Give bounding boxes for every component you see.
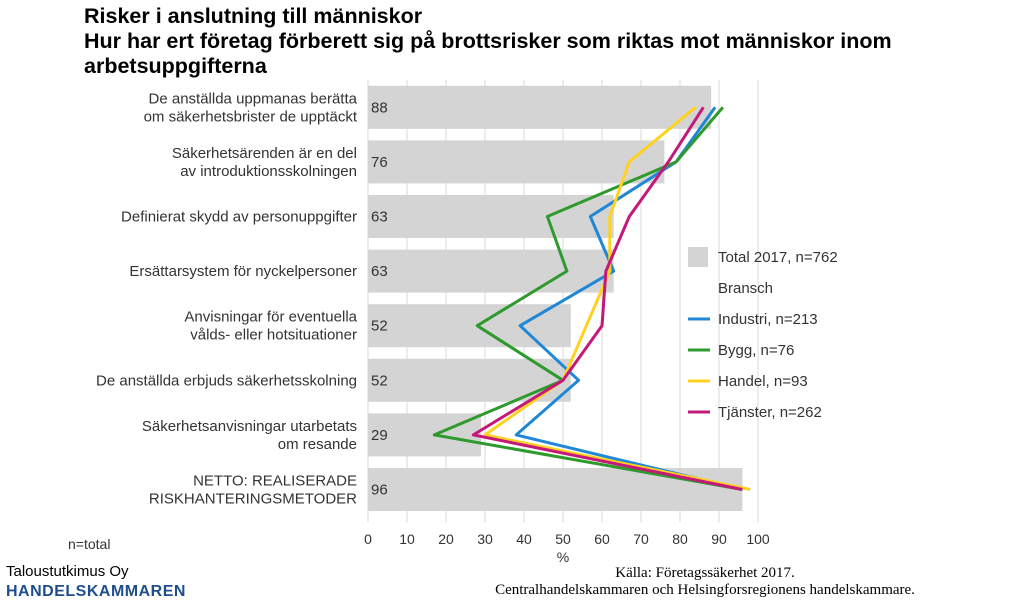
bar-value-label: 52 (371, 372, 388, 389)
bar-value-label: 63 (371, 263, 388, 280)
bar-value-label: 96 (371, 482, 388, 499)
x-tick-label: 50 (555, 531, 571, 547)
x-tick-label: 60 (594, 531, 610, 547)
x-tick-label: 70 (633, 531, 649, 547)
legend-label: Industri, n=213 (718, 311, 818, 328)
bar (368, 304, 571, 348)
legend-label: Handel, n=93 (718, 373, 808, 390)
series-line (432, 106, 743, 491)
category-label: Definierat skydd av personuppgifter (121, 209, 357, 226)
category-label: RISKHANTERINGSMETODER (149, 491, 357, 508)
title-line-3: arbetsuppgifterna (84, 54, 267, 78)
legend-swatch-total (688, 247, 708, 267)
bar-value-label: 63 (371, 209, 388, 226)
source-line-2: Centralhandelskammaren och Helsingforsre… (495, 582, 915, 598)
category-label: Anvisningar för eventuella (184, 309, 357, 326)
legend-label-total: Total 2017, n=762 (718, 249, 838, 266)
category-label: om säkerhetsbrister de upptäckt (144, 108, 358, 125)
category-label: De anställda erbjuds säkerhetsskolning (96, 372, 357, 389)
x-axis-label: % (557, 549, 569, 565)
series-line (483, 106, 751, 491)
series-line (471, 106, 743, 491)
x-tick-label: 30 (477, 531, 493, 547)
bar-value-label: 76 (371, 154, 388, 171)
bar (368, 249, 614, 293)
x-tick-label: 40 (516, 531, 532, 547)
legend-label: Bygg, n=76 (718, 342, 794, 359)
bar-value-label: 88 (371, 99, 388, 116)
org-brand-logo: HANDELSKAMMAREN (6, 583, 186, 600)
bar (368, 413, 482, 457)
x-tick-label: 80 (672, 531, 688, 547)
category-label: Säkerhetsärenden är en del (172, 145, 357, 162)
n-total-note: n=total (68, 536, 111, 552)
org-name: Taloustutkimus Oy (6, 563, 129, 580)
bar (368, 140, 665, 184)
category-label: vålds- eller hotsituationer (190, 327, 357, 344)
x-tick-label: 100 (746, 531, 770, 547)
chart-title: Risker i anslutning till människor Hur h… (84, 4, 1019, 79)
category-label: Ersättarsystem för nyckelpersoner (129, 263, 357, 280)
bar (368, 85, 712, 129)
bar-value-label: 52 (371, 318, 388, 335)
category-label: NETTO: REALISERADE (193, 473, 357, 490)
title-line-1: Risker i anslutning till människor (84, 4, 423, 28)
title-line-2: Hur har ert företag förberett sig på bro… (84, 29, 892, 53)
category-label: Säkerhetsanvisningar utarbetats (142, 418, 357, 435)
category-label: om resande (278, 436, 357, 453)
x-tick-label: 90 (711, 531, 727, 547)
category-label: av introduktionsskolningen (180, 163, 357, 180)
bar-value-label: 29 (371, 427, 388, 444)
x-tick-label: 10 (399, 531, 415, 547)
legend-label: Tjänster, n=262 (718, 404, 822, 421)
x-tick-label: 0 (364, 531, 372, 547)
category-label: De anställda uppmanas berätta (149, 90, 358, 107)
source-note: Källa: Företagssäkerhet 2017. Centralhan… (455, 565, 955, 599)
legend-group-label: Bransch (718, 280, 773, 297)
bar (368, 195, 614, 238)
x-tick-label: 20 (438, 531, 454, 547)
source-line-1: Källa: Företagssäkerhet 2017. (615, 565, 795, 581)
